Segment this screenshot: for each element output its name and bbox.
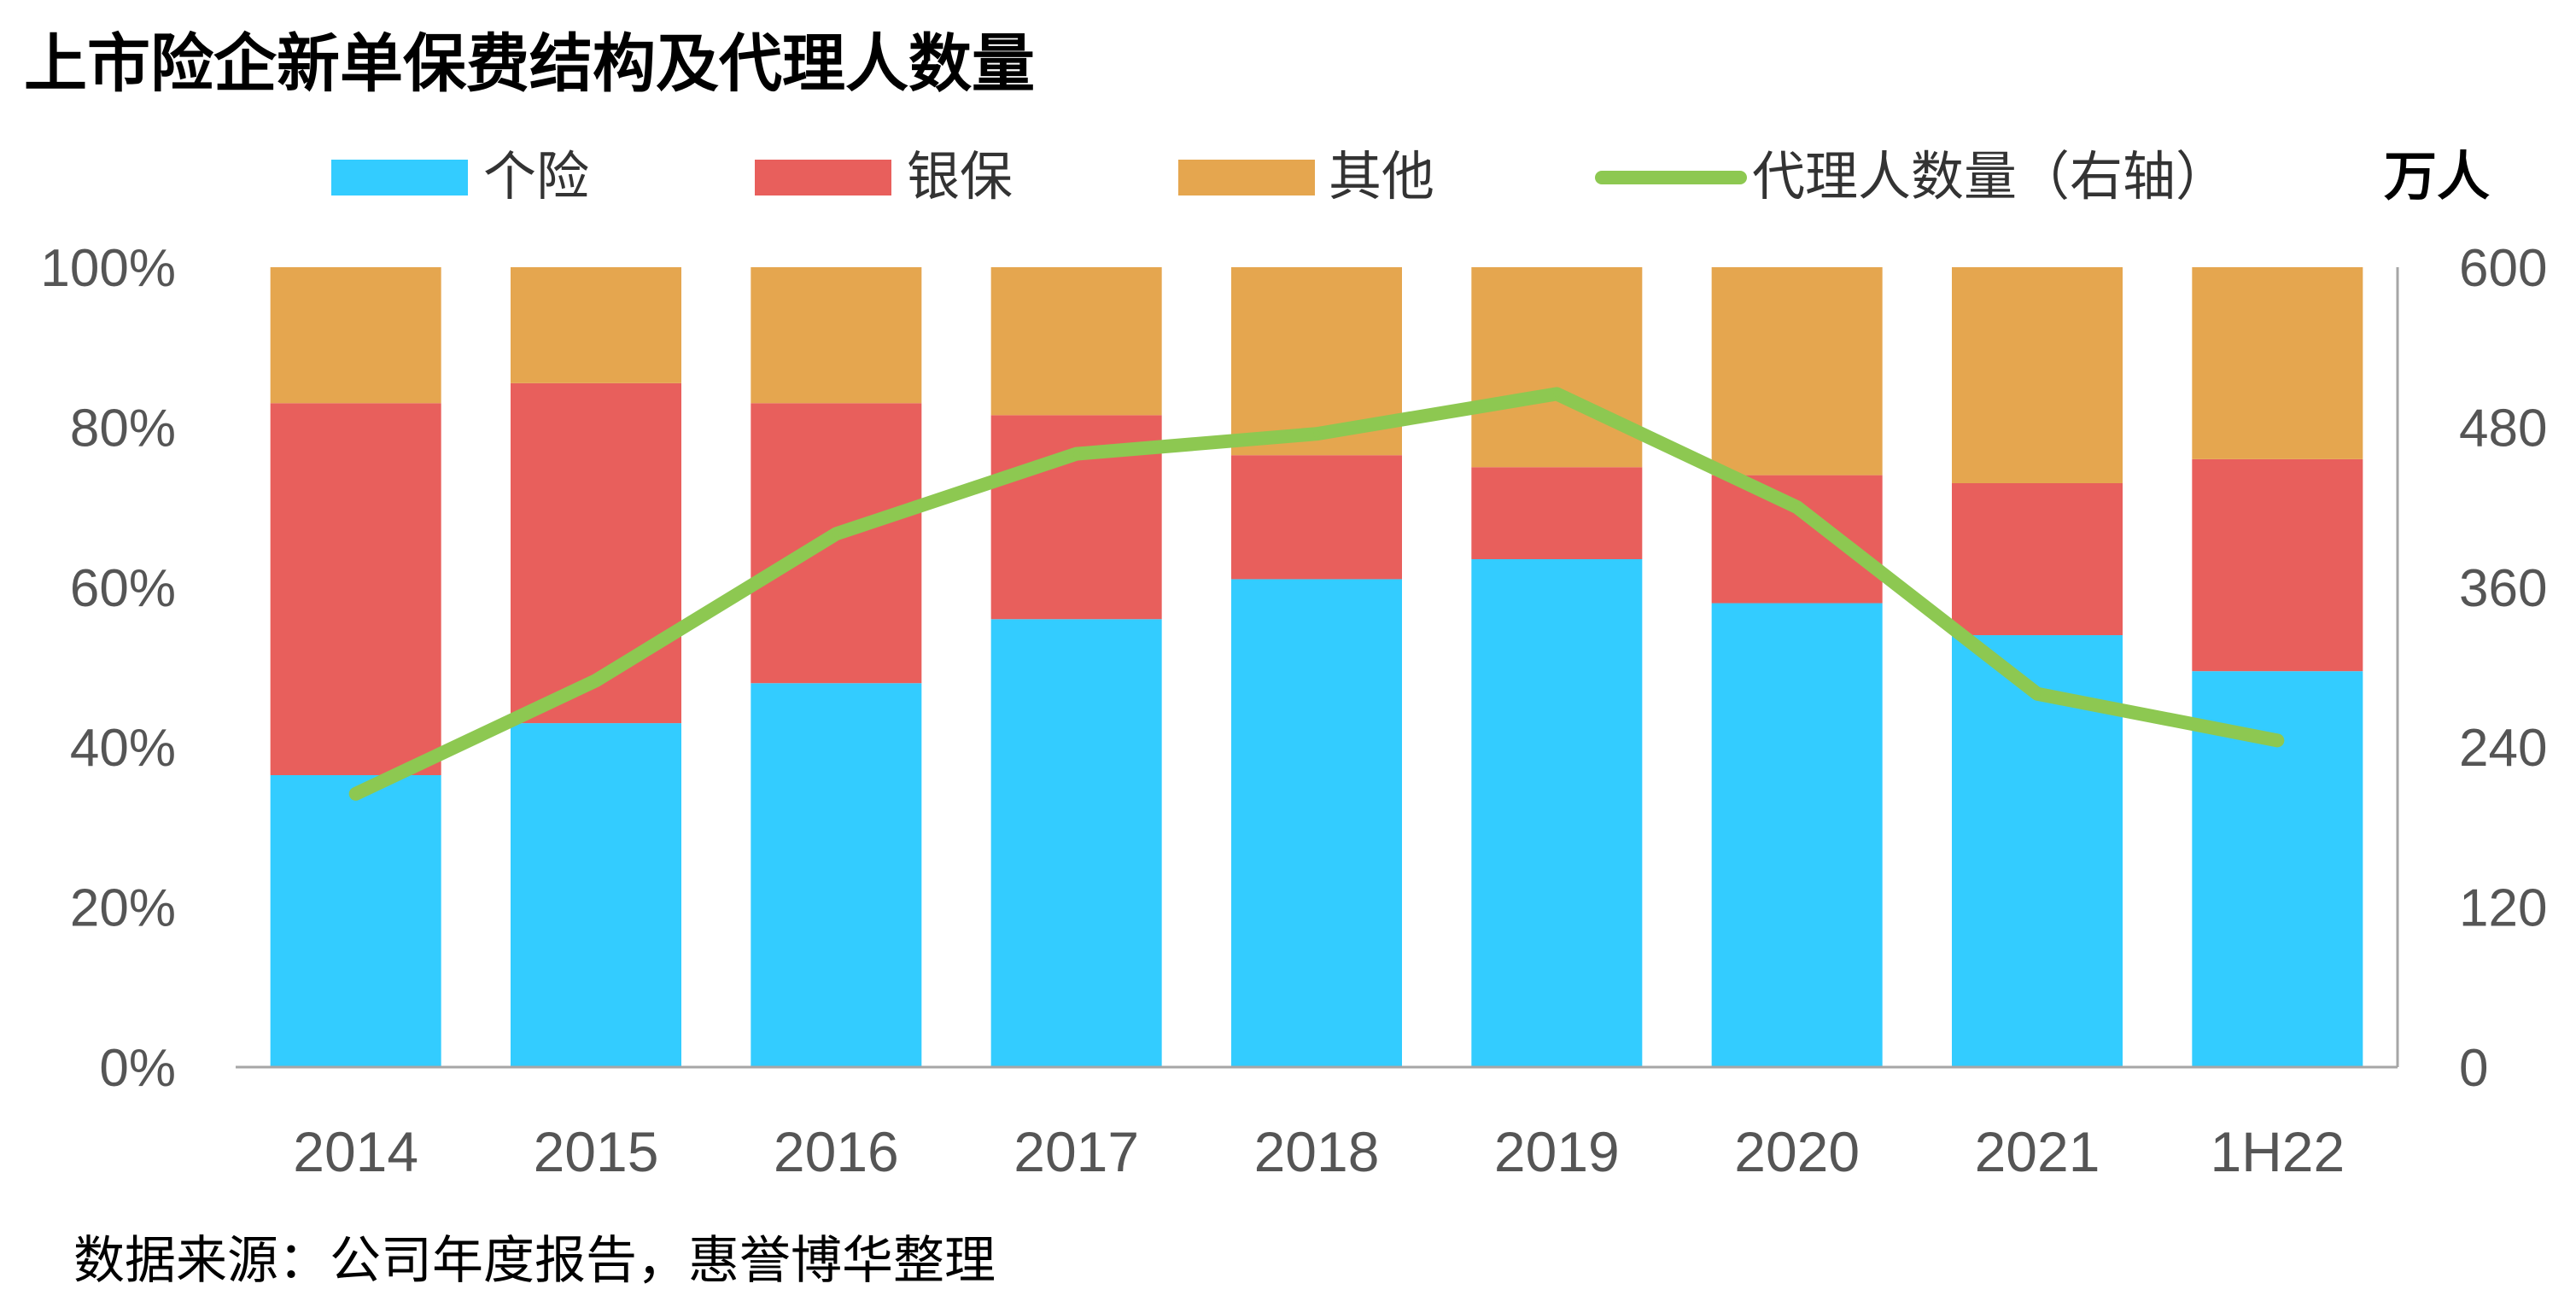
agents-point-2020 <box>1793 504 1801 511</box>
right-tick-label: 120 <box>2459 879 2547 938</box>
bar-bancassurance-2018 <box>1231 455 1402 580</box>
category-label-2014: 2014 <box>293 1120 418 1183</box>
left-axis-ticks: 0% 20% 40% 60% 80% 100% <box>40 239 176 1098</box>
bar-individual-2014 <box>270 774 441 1067</box>
category-label-2015: 2015 <box>534 1120 659 1183</box>
legend-label-other: 其他 <box>1329 145 1434 207</box>
source-note: 数据来源：公司年度报告，惠誉博华整理 <box>73 1231 996 1291</box>
bar-other-2014 <box>270 267 441 404</box>
category-label-2021: 2021 <box>1975 1120 2100 1183</box>
bar-bancassurance-1H22 <box>2192 458 2363 672</box>
left-tick-label: 40% <box>70 719 176 778</box>
right-tick-label: 600 <box>2459 239 2547 298</box>
category-label-2020: 2020 <box>1734 1120 1860 1183</box>
right-tick-label: 480 <box>2459 399 2547 458</box>
left-tick-label: 60% <box>70 559 176 618</box>
left-tick-label: 80% <box>70 399 176 458</box>
bar-individual-2018 <box>1231 579 1402 1067</box>
legend: 个险 银保 其他 代理人数量（右轴） <box>331 145 2228 207</box>
agents-point-2019 <box>1553 390 1561 398</box>
right-tick-label: 360 <box>2459 559 2547 618</box>
agents-point-2018 <box>1313 430 1320 438</box>
legend-swatch-bancassurance <box>755 160 891 195</box>
bar-bancassurance-2021 <box>1952 482 2123 636</box>
left-tick-label: 20% <box>70 879 176 938</box>
category-label-2016: 2016 <box>774 1120 899 1183</box>
right-tick-label: 240 <box>2459 719 2547 778</box>
agents-point-2015 <box>593 677 599 685</box>
category-label-1H22: 1H22 <box>2210 1120 2345 1183</box>
bar-bancassurance-2020 <box>1711 475 1883 604</box>
bar-other-2020 <box>1711 267 1883 476</box>
category-label-2017: 2017 <box>1013 1120 1139 1183</box>
bar-bancassurance-2016 <box>751 403 922 684</box>
agents-point-2014 <box>352 790 359 797</box>
legend-label-individual: 个险 <box>483 145 589 207</box>
bar-individual-2020 <box>1711 603 1883 1067</box>
category-labels: 2014 2015 2016 2017 2018 2019 2020 2021 1H22 <box>293 1120 2345 1183</box>
bar-other-1H22 <box>2192 267 2363 459</box>
agents-point-2016 <box>832 530 840 538</box>
bar-individual-2019 <box>1471 559 1643 1067</box>
bars-group <box>270 267 2363 1067</box>
right-axis-unit: 万人 <box>2384 145 2490 207</box>
bar-individual-2016 <box>751 683 922 1067</box>
bar-individual-2017 <box>990 619 1162 1067</box>
bar-bancassurance-2014 <box>270 403 441 775</box>
left-tick-label: 0% <box>99 1039 176 1098</box>
legend-label-bancassurance: 银保 <box>907 145 1013 207</box>
chart-title: 上市险企新单保费结构及代理人数量 <box>24 27 1035 101</box>
legend-swatch-other <box>1178 160 1315 195</box>
bar-bancassurance-2015 <box>511 382 681 724</box>
bar-other-2019 <box>1471 267 1643 468</box>
legend-label-agents: 代理人数量（右轴） <box>1752 145 2228 207</box>
bar-individual-2015 <box>511 723 681 1067</box>
agents-point-2021 <box>2034 690 2041 697</box>
bar-other-2016 <box>751 267 922 404</box>
legend-swatch-individual <box>331 160 468 195</box>
agents-line-group <box>348 387 2285 801</box>
right-tick-label: 0 <box>2459 1039 2488 1098</box>
bar-other-2021 <box>1952 267 2123 483</box>
bar-other-2017 <box>990 267 1162 416</box>
category-label-2019: 2019 <box>1494 1120 1620 1183</box>
agents-point-1H22 <box>2274 737 2281 744</box>
agents-point-2017 <box>1072 450 1080 458</box>
left-tick-label: 100% <box>40 239 176 298</box>
bar-other-2015 <box>511 267 681 383</box>
category-label-2018: 2018 <box>1254 1120 1380 1183</box>
axes-group <box>236 267 2399 1069</box>
bar-bancassurance-2019 <box>1471 467 1643 560</box>
right-axis-ticks: 0 120 240 360 480 600 <box>2459 239 2547 1098</box>
